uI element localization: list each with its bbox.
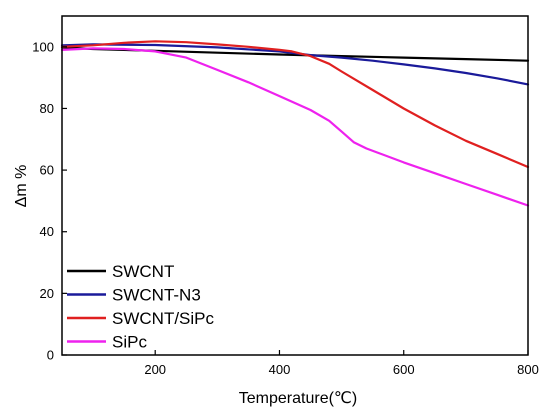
plot-area xyxy=(60,40,530,207)
series-line-1 xyxy=(60,43,530,86)
y-tick-label: 20 xyxy=(40,286,54,301)
y-axis-ticks: 0 20 40 60 80 100 xyxy=(32,39,67,363)
x-tick-label: 400 xyxy=(269,362,291,377)
series-line-3 xyxy=(60,47,530,207)
legend-label-3: SiPc xyxy=(112,333,147,352)
x-axis-ticks: 200 400 600 800 xyxy=(144,350,539,377)
x-axis-title: Temperature(℃) xyxy=(239,390,357,407)
y-tick-label: 80 xyxy=(40,101,54,116)
y-tick-label: 40 xyxy=(40,224,54,239)
legend-label-1: SWCNT-N3 xyxy=(112,286,201,305)
legend: SWCNT SWCNT-N3 SWCNT/SiPc SiPc xyxy=(67,262,215,352)
series-line-2 xyxy=(60,40,530,169)
x-tick-label: 200 xyxy=(144,362,166,377)
legend-label-2: SWCNT/SiPc xyxy=(112,309,215,328)
y-axis-title: Δm % xyxy=(13,165,30,208)
y-tick-label: 0 xyxy=(47,348,54,363)
y-tick-label: 100 xyxy=(32,39,54,54)
plot-frame xyxy=(61,15,529,356)
x-tick-label: 600 xyxy=(393,362,415,377)
x-tick-label: 800 xyxy=(517,362,539,377)
y-tick-label: 60 xyxy=(40,163,54,178)
legend-label-0: SWCNT xyxy=(112,262,174,281)
